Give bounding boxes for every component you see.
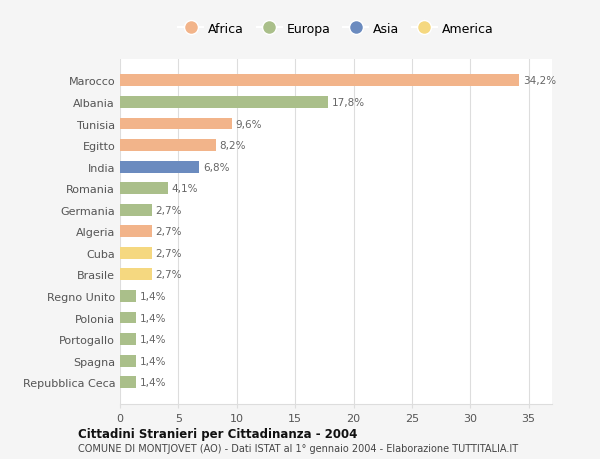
Text: 6,8%: 6,8%	[203, 162, 229, 172]
Bar	[120, 291, 136, 302]
Bar	[120, 204, 152, 216]
Text: 2,7%: 2,7%	[155, 248, 182, 258]
Text: Cittadini Stranieri per Cittadinanza - 2004: Cittadini Stranieri per Cittadinanza - 2…	[78, 427, 358, 440]
Bar	[120, 118, 232, 130]
Bar	[120, 140, 216, 151]
Text: 1,4%: 1,4%	[140, 356, 166, 366]
Legend: Africa, Europa, Asia, America: Africa, Europa, Asia, America	[173, 18, 499, 41]
Text: 1,4%: 1,4%	[140, 334, 166, 344]
Text: 17,8%: 17,8%	[331, 98, 364, 108]
Bar	[120, 247, 152, 259]
Bar	[120, 162, 199, 173]
Text: COMUNE DI MONTJOVET (AO) - Dati ISTAT al 1° gennaio 2004 - Elaborazione TUTTITAL: COMUNE DI MONTJOVET (AO) - Dati ISTAT al…	[78, 443, 518, 453]
Bar	[120, 269, 152, 281]
Text: 4,1%: 4,1%	[172, 184, 198, 194]
Bar	[120, 376, 136, 388]
Text: 2,7%: 2,7%	[155, 227, 182, 237]
Text: 2,7%: 2,7%	[155, 205, 182, 215]
Text: 2,7%: 2,7%	[155, 270, 182, 280]
Bar	[120, 312, 136, 324]
Bar	[120, 97, 328, 109]
Text: 1,4%: 1,4%	[140, 291, 166, 301]
Text: 1,4%: 1,4%	[140, 377, 166, 387]
Bar	[120, 333, 136, 345]
Bar	[120, 355, 136, 367]
Bar	[120, 226, 152, 238]
Text: 9,6%: 9,6%	[236, 119, 262, 129]
Text: 8,2%: 8,2%	[219, 141, 246, 151]
Text: 1,4%: 1,4%	[140, 313, 166, 323]
Text: 34,2%: 34,2%	[523, 76, 556, 86]
Bar	[120, 183, 168, 195]
Bar	[120, 75, 520, 87]
